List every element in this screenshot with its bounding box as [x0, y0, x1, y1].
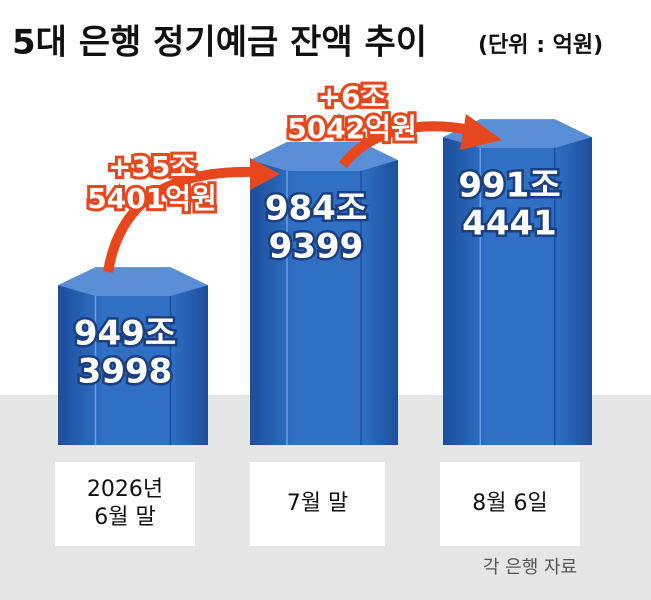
value-label: 4441 [462, 204, 557, 244]
x-tick-label: 2026년 [87, 477, 163, 502]
change-arrow [339, 121, 471, 169]
category-box [250, 462, 385, 546]
value-label: 3998 [78, 352, 173, 392]
value-label: 9399 [269, 227, 364, 267]
arrow-head [460, 114, 502, 150]
x-tick-label: 8월 6일 [472, 491, 547, 516]
change-arrow [103, 166, 256, 273]
bar-top [250, 142, 398, 171]
value-label: 991조 [458, 166, 560, 206]
bar [443, 137, 592, 445]
source: 각 은행 자료 [483, 557, 577, 578]
change-label: 5401억원 [87, 182, 216, 215]
change-label: +35조 [108, 150, 196, 183]
bar-top [58, 267, 208, 296]
change-label: 5042억원 [287, 112, 416, 145]
value-label: 949조 [74, 314, 176, 354]
category-box [55, 462, 195, 546]
change-label: +6조 [318, 80, 387, 113]
chart-subtitle: (단위 : 억원) [478, 33, 603, 58]
bar [58, 285, 208, 445]
x-tick-label: 7월 말 [287, 491, 348, 516]
category-box [440, 462, 580, 546]
value-label: 984조 [265, 189, 367, 229]
x-tick-label: 6월 말 [94, 505, 155, 530]
arrow-head [250, 158, 280, 190]
chart-title: 5대 은행 정기예금 잔액 추이 [12, 23, 427, 63]
bar [250, 160, 398, 445]
